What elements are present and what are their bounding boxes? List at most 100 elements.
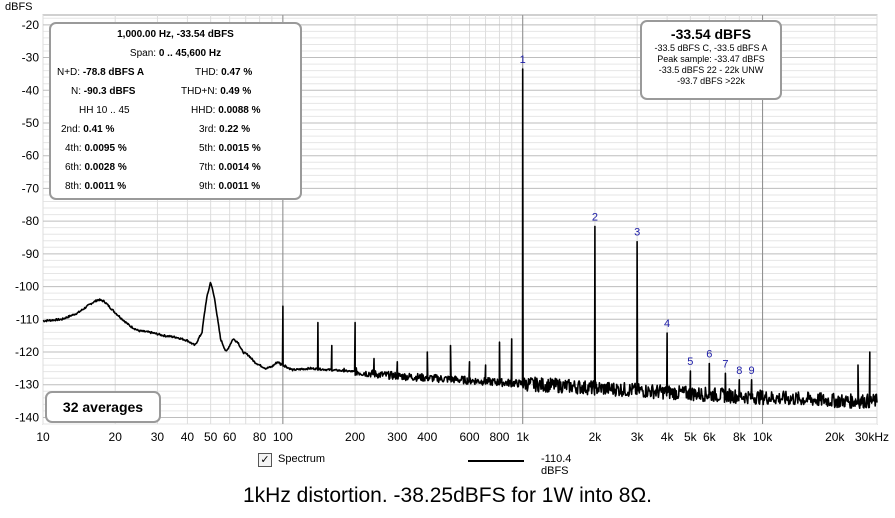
info-h2: 2nd: 0.41 % bbox=[61, 124, 114, 135]
hhd-value: 0.0088 % bbox=[218, 105, 261, 116]
x-tick-label: 20 bbox=[109, 430, 123, 444]
h7-label: 7th: bbox=[199, 162, 216, 173]
y-axis-unit-label: dBFS bbox=[5, 1, 33, 13]
hhd-label: HHD: bbox=[191, 105, 216, 116]
info-h3: 3rd: 0.22 % bbox=[199, 124, 250, 135]
legend-cursor-value: -110.4 dBFS bbox=[541, 453, 572, 477]
n-value: -90.3 dBFS bbox=[83, 86, 136, 97]
x-tick-label: 5k bbox=[684, 430, 698, 444]
h6-label: 6th: bbox=[65, 162, 82, 173]
level-weighted: -33.5 dBFS C, -33.5 dBFS A bbox=[654, 43, 768, 53]
h3-label: 3rd: bbox=[199, 124, 217, 135]
y-tick-label: -70 bbox=[22, 181, 40, 195]
x-tick-label: 400 bbox=[417, 430, 437, 444]
n-label: N: bbox=[71, 86, 81, 97]
nd-label: N+D: bbox=[57, 67, 81, 78]
measurement-info-panel: 1,000.00 Hz, -33.54 dBFS Span: 0 .. 45,6… bbox=[49, 22, 302, 200]
info-h9: 9th: 0.0011 % bbox=[199, 181, 260, 192]
h3-value: 0.22 % bbox=[219, 124, 251, 135]
x-tick-label: 600 bbox=[459, 430, 479, 444]
level-readout-panel: -33.54 dBFS -33.5 dBFS C, -33.5 dBFS A P… bbox=[640, 20, 782, 100]
thdn-label: THD+N: bbox=[181, 86, 218, 97]
x-tick-label: 300 bbox=[387, 430, 407, 444]
h8-label: 8th: bbox=[65, 181, 82, 192]
h9-value: 0.0011 % bbox=[218, 181, 261, 192]
h5-value: 0.0015 % bbox=[218, 143, 261, 154]
y-tick-label: -80 bbox=[22, 214, 40, 228]
info-h5: 5th: 0.0015 % bbox=[199, 143, 261, 154]
y-tick-label: -130 bbox=[15, 378, 39, 392]
info-hh-range: HH 10 .. 45 bbox=[79, 105, 130, 116]
info-header: 1,000.00 Hz, -33.54 dBFS bbox=[117, 29, 234, 40]
h5-label: 5th: bbox=[199, 143, 216, 154]
info-thdn: THD+N: 0.49 % bbox=[181, 86, 251, 97]
x-tick-label: 1k bbox=[516, 430, 530, 444]
y-tick-label: -20 bbox=[22, 18, 40, 32]
nd-value: -78.8 dBFS A bbox=[82, 67, 145, 78]
harmonic-marker-label: 9 bbox=[749, 365, 755, 377]
info-h4: 4th: 0.0095 % bbox=[65, 143, 127, 154]
h9-label: 9th: bbox=[199, 181, 216, 192]
level-above-22k: -93.7 dBFS >22k bbox=[677, 76, 745, 86]
info-h7: 7th: 0.0014 % bbox=[199, 162, 261, 173]
x-tick-label: 50 bbox=[204, 430, 218, 444]
info-thd: THD: 0.47 % bbox=[195, 67, 252, 78]
info-hhd: HHD: 0.0088 % bbox=[191, 105, 261, 116]
harmonic-marker-label: 1 bbox=[520, 54, 526, 66]
x-tick-label: 10k bbox=[753, 430, 773, 444]
y-tick-label: -60 bbox=[22, 149, 40, 163]
info-n: N: -90.3 dBFS bbox=[71, 86, 135, 97]
span-label: Span: bbox=[129, 48, 157, 59]
harmonic-markers: 1 2 3 4 5 678 9 bbox=[520, 54, 755, 377]
level-unweighted: -33.5 dBFS 22 - 22k UNW bbox=[658, 65, 764, 75]
x-tick-label: 200 bbox=[345, 430, 365, 444]
span-value: 0 .. 45,600 Hz bbox=[158, 48, 222, 59]
y-tick-label: -110 bbox=[16, 312, 39, 326]
x-tick-label: 6k bbox=[703, 430, 717, 444]
y-tick-label: -40 bbox=[22, 83, 40, 97]
y-tick-label: -100 bbox=[15, 280, 39, 294]
thdn-value: 0.49 % bbox=[220, 86, 252, 97]
spectrum-checkbox[interactable]: ✓ bbox=[258, 453, 272, 467]
h7-value: 0.0014 % bbox=[218, 162, 261, 173]
legend-line-swatch bbox=[468, 460, 524, 462]
h4-value: 0.0095 % bbox=[84, 143, 127, 154]
averages-badge: 32 averages bbox=[45, 391, 161, 423]
h6-value: 0.0028 % bbox=[84, 162, 127, 173]
x-tick-label: 10 bbox=[36, 430, 50, 444]
thd-value: 0.47 % bbox=[221, 67, 253, 78]
h2-label: 2nd: bbox=[61, 124, 81, 135]
legend-series-name: Spectrum bbox=[278, 453, 326, 465]
y-tick-label: -50 bbox=[22, 116, 40, 130]
harmonic-marker-label: 3 bbox=[634, 227, 640, 239]
x-tick-label: 30 bbox=[151, 430, 165, 444]
y-tick-label: -120 bbox=[15, 345, 39, 359]
x-tick-label: 20k bbox=[825, 430, 845, 444]
y-tick-labels: -20 -30 -40 -50 -60 -70 -80 -90 -100 -110 -120 -130… bbox=[15, 18, 39, 425]
info-h6: 6th: 0.0028 % bbox=[65, 162, 127, 173]
x-tick-labels: 10 20 30 40 50 60 80 100 200 300 400 600 800 1k 2k 3k 4k… bbox=[36, 430, 889, 444]
h4-label: 4th: bbox=[65, 143, 82, 154]
thd-label: THD: bbox=[195, 67, 219, 78]
figure-caption: 1kHz distortion. -38.25dBFS for 1W into … bbox=[242, 484, 653, 507]
y-tick-label: -140 bbox=[15, 410, 39, 424]
harmonic-marker-label: 6 bbox=[706, 348, 712, 360]
x-tick-label: 80 bbox=[253, 430, 267, 444]
x-tick-label: 800 bbox=[489, 430, 509, 444]
h2-value: 0.41 % bbox=[83, 124, 115, 135]
harmonic-marker-label: 4 bbox=[664, 318, 670, 330]
x-tick-label: 3k bbox=[631, 430, 645, 444]
info-nd: N+D: -78.8 dBFS A bbox=[57, 67, 144, 78]
spectrum-series-line bbox=[42, 68, 878, 409]
x-tick-label: 40 bbox=[181, 430, 195, 444]
y-tick-label: -30 bbox=[22, 51, 40, 65]
y-tick-label: -90 bbox=[22, 247, 40, 261]
x-tick-label: 2k bbox=[589, 430, 603, 444]
x-tick-label: 8k bbox=[733, 430, 747, 444]
harmonic-marker-label: 5 bbox=[687, 356, 693, 368]
info-span: Span: 0 .. 45,600 Hz bbox=[51, 48, 300, 59]
info-h8: 8th: 0.0011 % bbox=[65, 181, 126, 192]
level-peak-sample: Peak sample: -33.47 dBFS bbox=[657, 54, 765, 64]
harmonic-marker-label: 8 bbox=[736, 365, 742, 377]
harmonic-marker-label: 2 bbox=[592, 211, 598, 223]
